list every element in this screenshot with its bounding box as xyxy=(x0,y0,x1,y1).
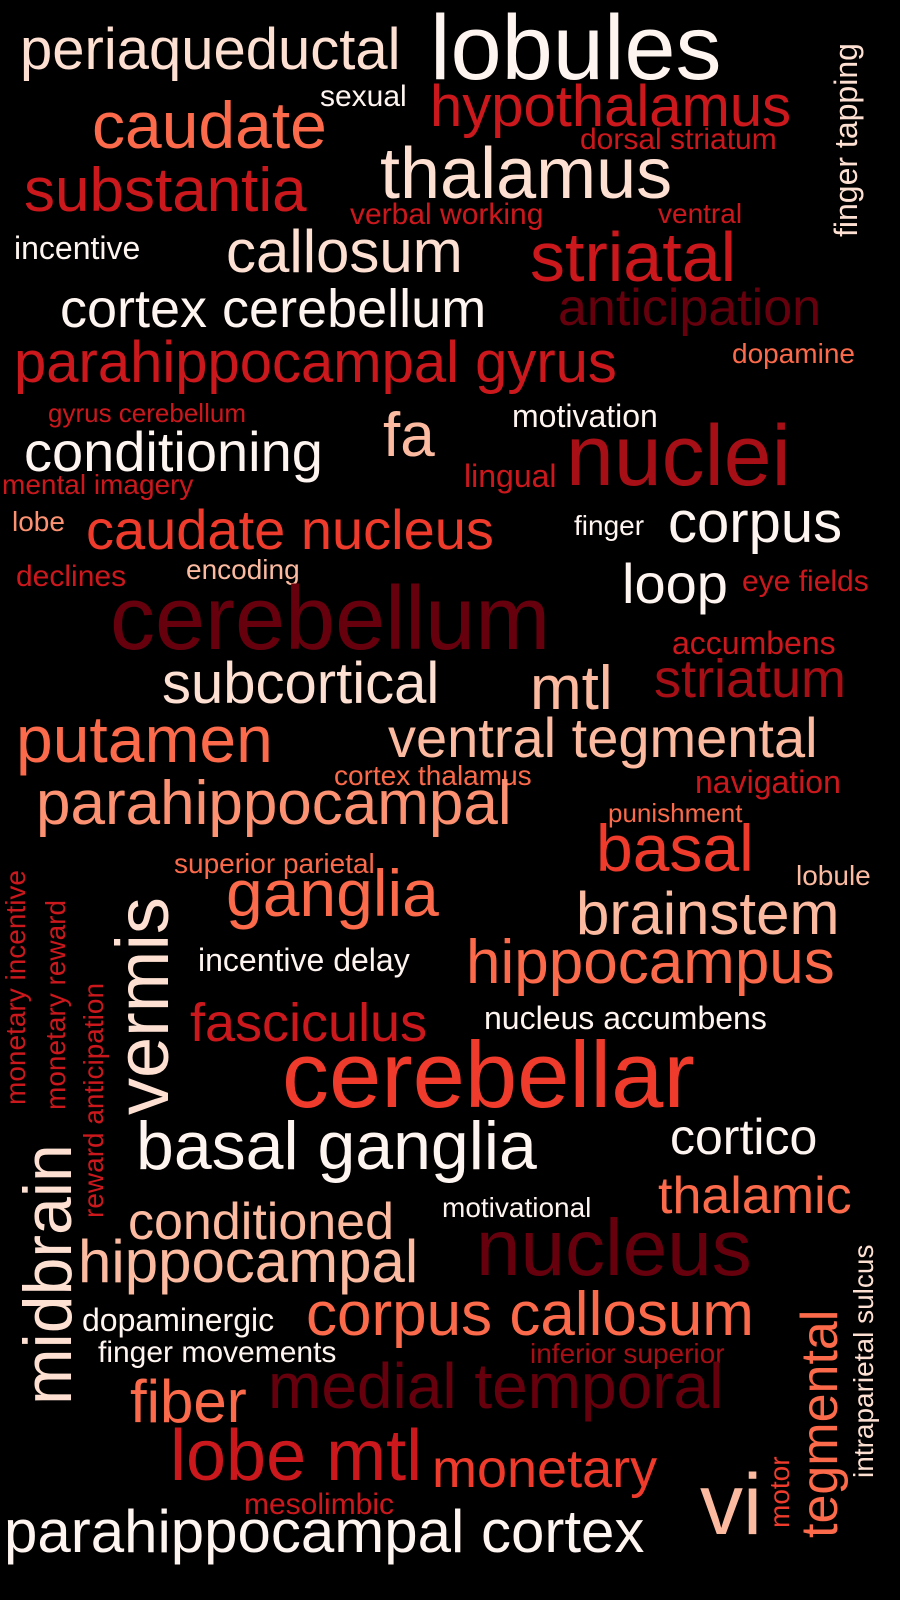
word-lobule: lobule xyxy=(796,860,871,891)
word-dorsal-striatum: dorsal striatum xyxy=(580,123,777,156)
word-cerebellum: cerebellum xyxy=(110,569,551,669)
word-mesolimbic: mesolimbic xyxy=(244,1488,395,1521)
word-accumbens: accumbens xyxy=(672,625,836,661)
word-motor: motor xyxy=(764,1456,795,1528)
word-subcortical: subcortical xyxy=(162,651,440,716)
word-basal: basal xyxy=(596,811,754,885)
word-corpus-callosum: corpus callosum xyxy=(306,1280,754,1349)
word-finger-movements: finger movements xyxy=(98,1336,337,1369)
word-lobe-mtl: lobe mtl xyxy=(170,1416,423,1496)
word-periaqueductal: periaqueductal xyxy=(20,17,401,82)
word-mtl: mtl xyxy=(530,654,613,723)
word-hippocampal: hippocampal xyxy=(78,1228,419,1295)
word-finger-tapping: finger tapping xyxy=(828,43,864,237)
word-corpus: corpus xyxy=(668,490,843,555)
word-dopamine: dopamine xyxy=(732,338,855,369)
word-cortex-thalamus: cortex thalamus xyxy=(334,760,532,791)
word-eye-fields: eye fields xyxy=(742,565,869,598)
word-motivational: motivational xyxy=(442,1192,592,1223)
word-hippocampus: hippocampus xyxy=(466,928,835,997)
word-thalamus: thalamus xyxy=(380,134,673,214)
word-anticipation: anticipation xyxy=(558,279,822,337)
word-loop: loop xyxy=(622,552,728,615)
word-incentive: incentive xyxy=(14,230,141,266)
word-nucleus: nucleus xyxy=(476,1203,752,1292)
word-lingual: lingual xyxy=(464,458,557,494)
word-brainstem: brainstem xyxy=(576,880,840,947)
word-striatum: striatum xyxy=(654,649,847,709)
word-nuclei: nuclei xyxy=(566,408,791,504)
word-monetary: monetary xyxy=(432,1439,658,1499)
word-parahippocampal-gyrus: parahippocampal gyrus xyxy=(14,330,617,395)
word-monetary-reward: monetary reward xyxy=(40,899,71,1110)
word-midbrain: midbrain xyxy=(10,1144,86,1405)
word-tegmental: tegmental xyxy=(791,1309,849,1538)
word-incentive-delay: incentive delay xyxy=(198,942,410,978)
word-mental-imagery: mental imagery xyxy=(2,469,194,500)
word-declines: declines xyxy=(16,560,127,593)
word-putamen: putamen xyxy=(16,702,273,776)
word-intraparietal-sulcus: intraparietal sulcus xyxy=(848,1244,879,1478)
word-fiber: fiber xyxy=(130,1368,247,1435)
word-conditioned: conditioned xyxy=(128,1193,394,1251)
word-monetary-incentive: monetary incentive xyxy=(0,869,31,1105)
word-ventral: ventral xyxy=(658,198,743,229)
word-parahippocampal: parahippocampal xyxy=(36,769,512,838)
word-vermis: vermis xyxy=(101,897,184,1115)
word-caudate: caudate xyxy=(92,88,327,162)
word-fa: fa xyxy=(383,401,435,470)
word-navigation: navigation xyxy=(695,764,841,800)
word-callosum: callosum xyxy=(226,218,463,285)
word-gyrus-cerebellum: gyrus cerebellum xyxy=(48,398,246,428)
word-striatal: striatal xyxy=(530,218,737,296)
word-cortex-cerebellum: cortex cerebellum xyxy=(60,279,487,339)
word-basal-ganglia: basal ganglia xyxy=(136,1108,537,1184)
word-inferior-superior: inferior superior xyxy=(530,1338,725,1369)
word-parahippocampal-cortex: parahippocampal cortex xyxy=(4,1498,645,1565)
word-thalamic: thalamic xyxy=(658,1167,852,1225)
word-fasciculus: fasciculus xyxy=(190,993,428,1053)
word-substantia: substantia xyxy=(24,156,307,225)
word-encoding: encoding xyxy=(186,554,300,585)
word-vi: vi xyxy=(700,1457,763,1553)
word-motivation: motivation xyxy=(512,398,658,434)
word-lobules: lobules xyxy=(430,0,722,99)
word-cortico: cortico xyxy=(670,1109,818,1165)
word-dopaminergic: dopaminergic xyxy=(82,1302,275,1338)
word-medial-temporal: medial temporal xyxy=(268,1350,724,1422)
word-caudate-nucleus: caudate nucleus xyxy=(86,498,494,561)
word-sexual: sexual xyxy=(320,80,407,113)
word-lobe: lobe xyxy=(12,506,65,537)
word-hypothalamus: hypothalamus xyxy=(430,74,792,139)
word-verbal-working: verbal working xyxy=(350,198,544,231)
word-punishment: punishment xyxy=(608,798,743,828)
word-conditioning: conditioning xyxy=(24,420,323,483)
word-nucleus-accumbens: nucleus accumbens xyxy=(484,1000,767,1036)
word-ventral-tegmental: ventral tegmental xyxy=(388,706,818,769)
word-finger: finger xyxy=(574,510,645,541)
word-cerebellar: cerebellar xyxy=(282,1022,695,1127)
word-superior-parietal: superior parietal xyxy=(174,848,375,879)
word-ganglia: ganglia xyxy=(226,856,439,930)
